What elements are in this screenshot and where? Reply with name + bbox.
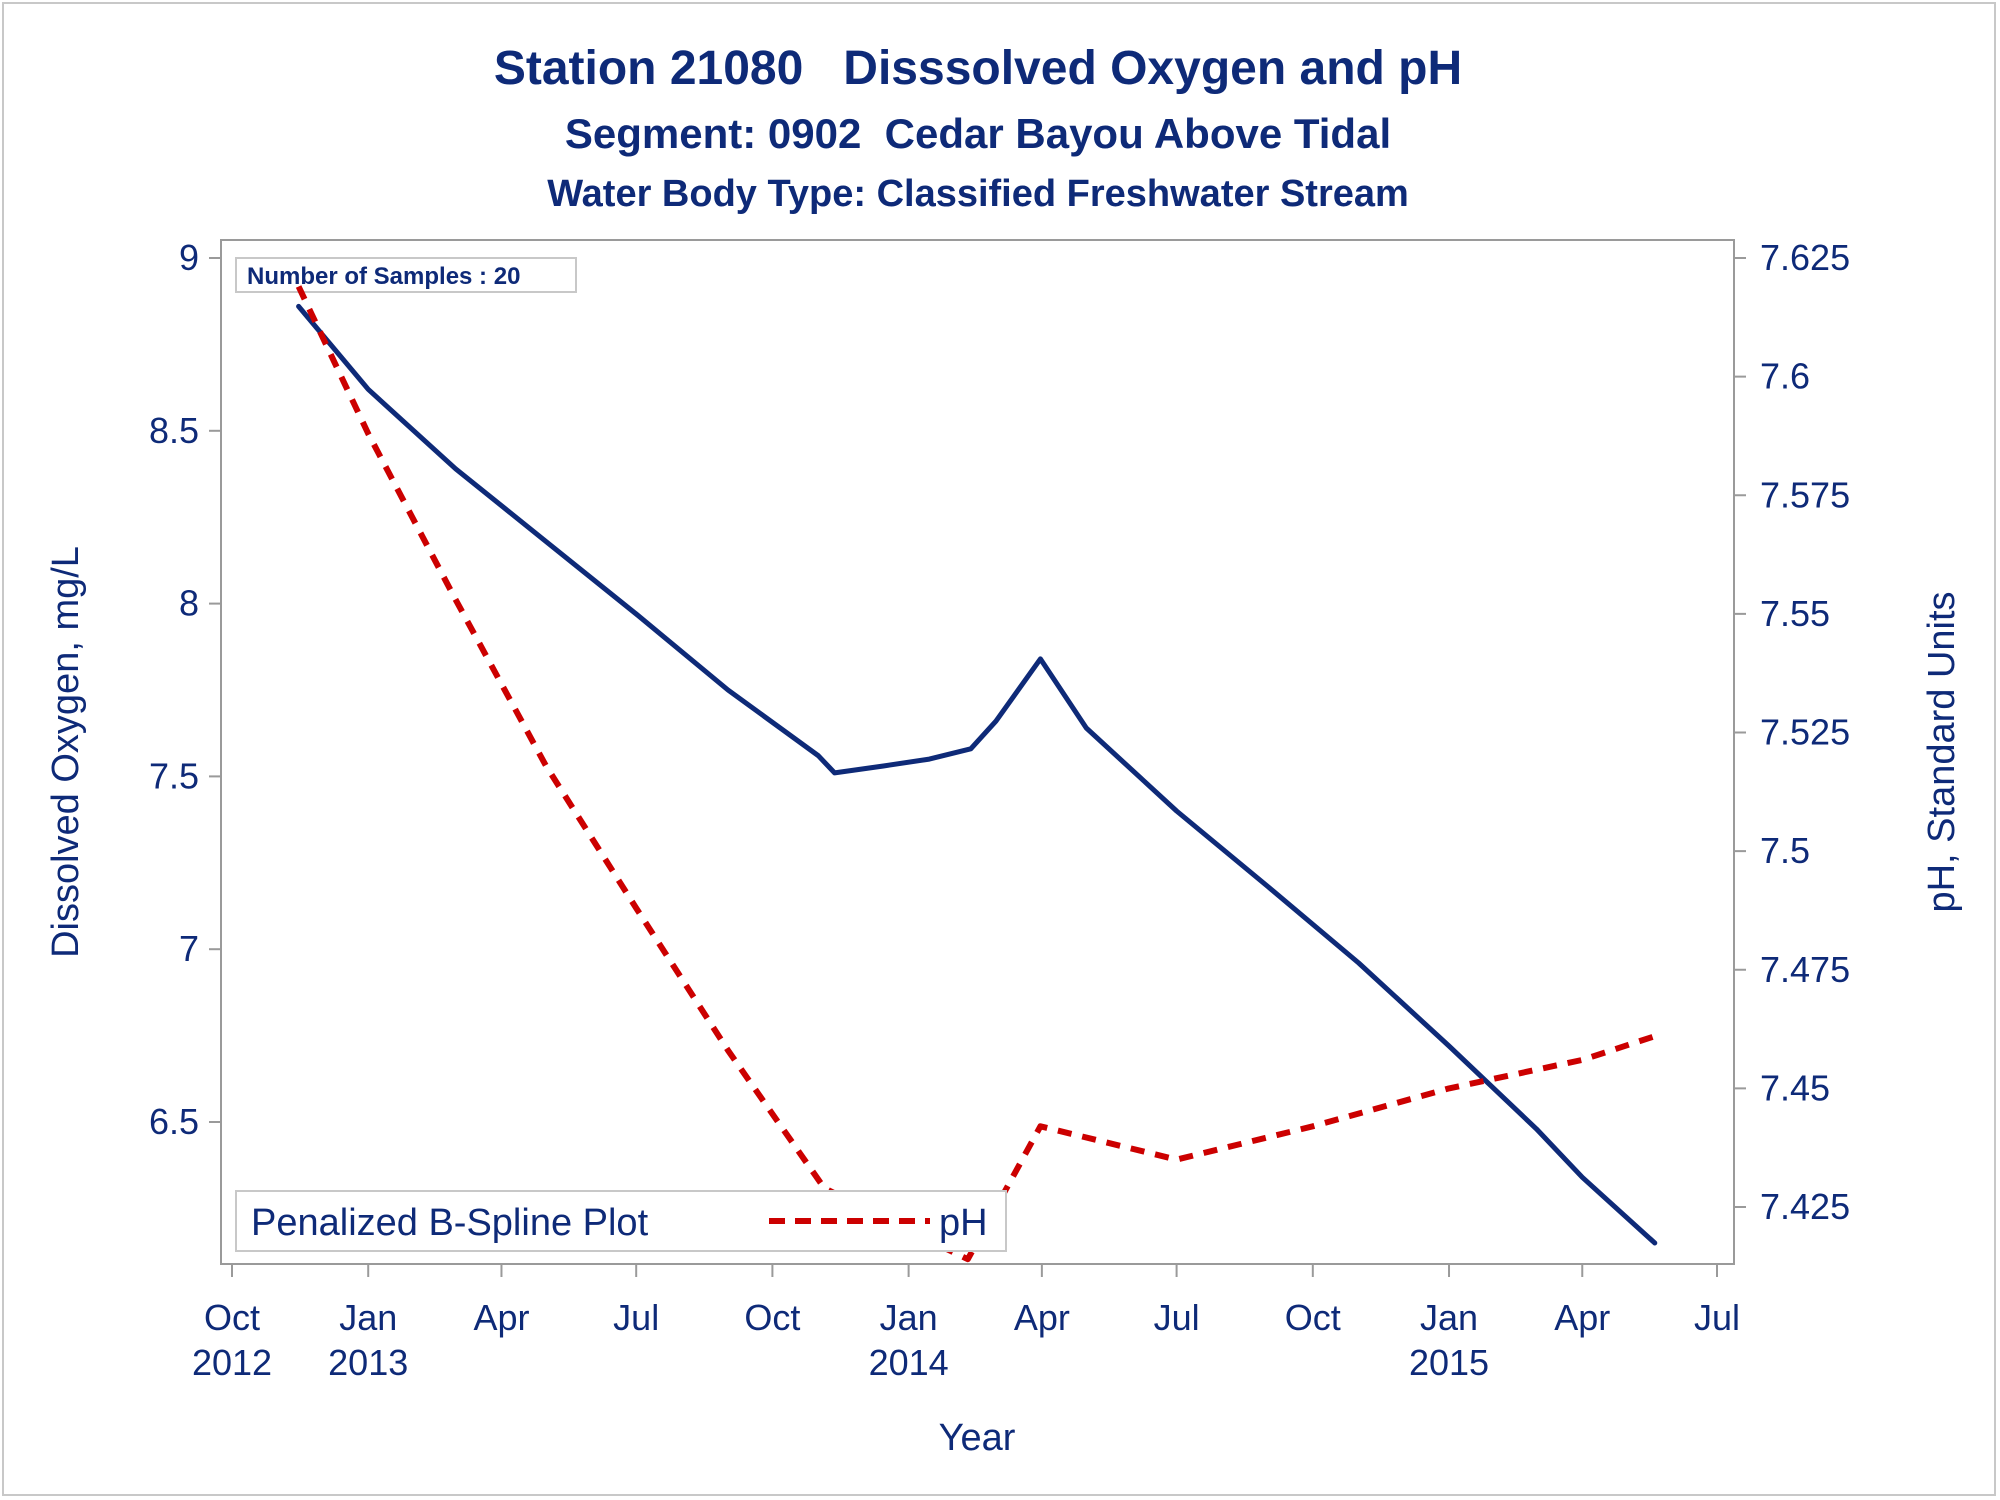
y-right-tick-label: 7.425 xyxy=(1760,1186,1850,1227)
y-right-tick-label: 7.55 xyxy=(1760,593,1830,634)
x-tick-label: Jan xyxy=(1420,1297,1478,1338)
x-tick-label: Jan xyxy=(339,1297,397,1338)
y-axis-right-label: pH, Standard Units xyxy=(1921,591,1963,912)
x-tick-label: Jul xyxy=(1154,1297,1200,1338)
x-tick-year-label: 2014 xyxy=(869,1342,949,1383)
series-line-ph xyxy=(295,285,1656,1263)
x-tick-year-label: 2012 xyxy=(192,1342,272,1383)
x-tick-label: Jul xyxy=(1694,1297,1740,1338)
sample-count-box xyxy=(235,257,577,293)
y-right-tick-label: 7.625 xyxy=(1760,237,1850,278)
y-axis-right: 7.625 7.6 7.575 7.55 7.525 7.5 7.475 7.45 7.425 xyxy=(1734,237,1850,1227)
series-line-dissolved-oxygen xyxy=(296,303,1658,1246)
x-tick-year-label: 2015 xyxy=(1409,1342,1489,1383)
x-tick-label: Apr xyxy=(1554,1297,1610,1338)
legend-entry-ph: pH xyxy=(939,1202,988,1244)
y-right-tick-label: 7.575 xyxy=(1760,474,1850,515)
chart-subtitle: Segment: 0902 Cedar Bayou Above Tidal xyxy=(565,110,1391,157)
y-right-tick-label: 7.45 xyxy=(1760,1067,1830,1108)
x-tick-label: Jan xyxy=(880,1297,938,1338)
plot-area xyxy=(220,239,1735,1265)
sample-count-label: Number of Samples : 20 xyxy=(247,263,520,290)
y-left-tick-label: 8.5 xyxy=(149,410,199,451)
y-left-tick-label: 7.5 xyxy=(149,755,199,796)
legend: Penalized B-Spline Plot pH xyxy=(235,1190,1007,1252)
y-right-tick-label: 7.5 xyxy=(1760,830,1810,871)
x-tick-label: Jul xyxy=(613,1297,659,1338)
x-tick-label: Oct xyxy=(744,1297,800,1338)
y-right-tick-label: 7.525 xyxy=(1760,712,1850,753)
y-left-tick-label: 8 xyxy=(179,583,199,624)
x-tick-label: Apr xyxy=(1014,1297,1070,1338)
x-axis-label: Year xyxy=(939,1417,1016,1459)
x-tick-year-label: 2013 xyxy=(328,1342,408,1383)
legend-title: Penalized B-Spline Plot xyxy=(251,1202,649,1244)
series-layer xyxy=(295,285,1658,1263)
chart-subtitle-2: Water Body Type: Classified Freshwater S… xyxy=(547,173,1409,215)
y-left-tick-label: 6.5 xyxy=(149,1101,199,1142)
y-axis-left: 9 8.5 8 7.5 7 6.5 xyxy=(149,237,221,1142)
y-left-tick-label: 9 xyxy=(179,237,199,278)
y-right-tick-label: 7.475 xyxy=(1760,949,1850,990)
x-tick-label: Oct xyxy=(204,1297,260,1338)
chart-title: Station 21080 Disssolved Oxygen and pH xyxy=(494,42,1462,95)
y-left-tick-label: 7 xyxy=(179,928,199,969)
x-tick-label: Apr xyxy=(473,1297,529,1338)
y-axis-left-label: Dissolved Oxygen, mg/L xyxy=(45,546,87,958)
x-tick-label: Oct xyxy=(1285,1297,1341,1338)
y-right-tick-label: 7.6 xyxy=(1760,356,1810,397)
